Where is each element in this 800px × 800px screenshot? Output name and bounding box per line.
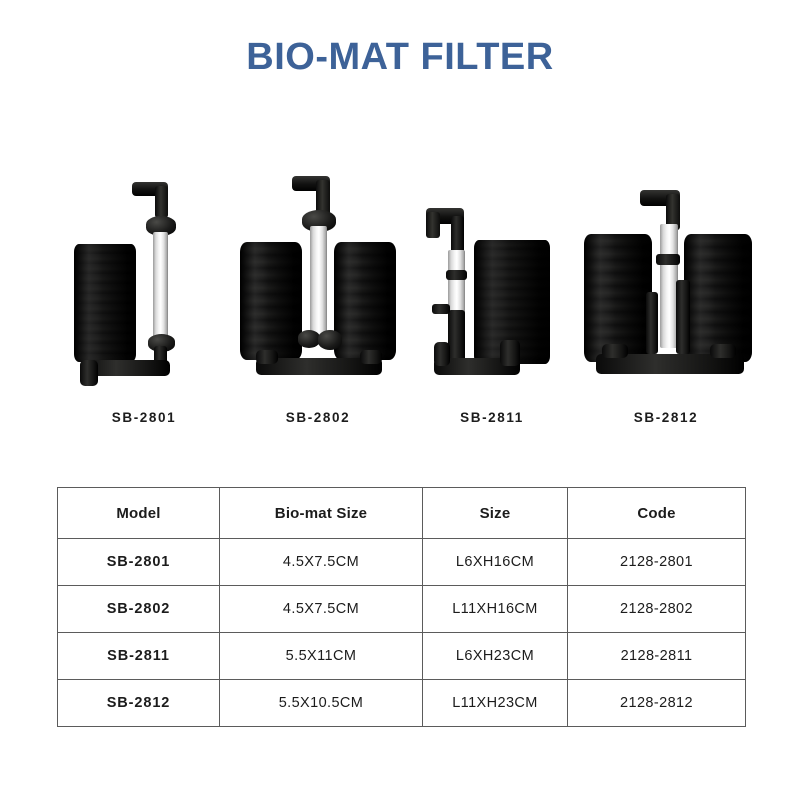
cell-code: 2128-2801 (567, 538, 746, 586)
base-bar-icon (434, 358, 520, 375)
table-header-row: Model Bio-mat Size Size Code (57, 487, 746, 539)
product-caption-sb-2801: SB-2801 (111, 410, 177, 425)
cell-model: SB-2802 (57, 585, 220, 633)
cell-size: L6XH23CM (422, 632, 568, 680)
tube-band-icon (656, 254, 680, 265)
cell-model: SB-2811 (57, 632, 220, 680)
product-photo-sb-2811 (408, 162, 576, 392)
outlet-elbow-riser-icon (155, 186, 168, 218)
cell-size: L6XH16CM (422, 538, 568, 586)
outlet-elbow-riser-icon (666, 194, 680, 230)
specification-table: Model Bio-mat Size Size Code SB-2801 4.5… (57, 487, 746, 727)
product-caption-sb-2802: SB-2802 (285, 410, 351, 425)
table-row: SB-2812 5.5X10.5CM L11XH23CM 2128-2812 (57, 679, 746, 727)
cell-code: 2128-2811 (567, 632, 746, 680)
product-caption-sb-2812: SB-2812 (633, 410, 699, 425)
cell-biomat-size: 5.5X11CM (219, 632, 423, 680)
product-card-sb-2802[interactable]: SB-2802 (234, 140, 402, 425)
base-foot-left-icon (602, 344, 628, 358)
product-caption-sb-2811: SB-2811 (460, 410, 524, 425)
column-header-biomat-size: Bio-mat Size (219, 487, 423, 539)
base-bar-icon (80, 360, 170, 376)
cell-size: L11XH23CM (422, 679, 568, 727)
product-photo-sb-2802 (234, 162, 402, 392)
side-nipple-icon (432, 304, 450, 314)
tube-collar-icon (146, 216, 176, 236)
riser-tube-icon (310, 226, 327, 342)
cell-code: 2128-2812 (567, 679, 746, 727)
down-pipe-icon (448, 310, 465, 368)
cell-code: 2128-2802 (567, 585, 746, 633)
tube-band-icon (446, 270, 467, 280)
sponge-cartridge-right-icon (334, 242, 396, 360)
product-card-sb-2812[interactable]: SB-2812 (582, 140, 752, 425)
outlet-elbow-riser-icon (426, 212, 440, 238)
table-row: SB-2801 4.5X7.5CM L6XH16CM 2128-2801 (57, 538, 746, 586)
product-gallery: SB-2801 SB-2802 (60, 140, 752, 425)
sponge-cartridge-left-icon (584, 234, 652, 362)
lower-joint-right-icon (318, 330, 342, 350)
product-photo-sb-2812 (582, 162, 752, 392)
base-foot-right-icon (360, 350, 382, 364)
product-photo-sb-2801 (60, 162, 228, 392)
strainer-stem-icon (646, 292, 658, 354)
column-header-code: Code (567, 487, 746, 539)
base-bridge-icon (256, 358, 382, 375)
cell-model: SB-2801 (57, 538, 220, 586)
sponge-cartridge-right-icon (684, 234, 752, 362)
base-bridge-icon (596, 354, 744, 374)
sponge-cartridge-icon (74, 244, 136, 362)
table-row: SB-2802 4.5X7.5CM L11XH16CM 2128-2802 (57, 585, 746, 633)
column-header-model: Model (57, 487, 220, 539)
cell-biomat-size: 4.5X7.5CM (219, 538, 423, 586)
sponge-cartridge-left-icon (240, 242, 302, 360)
outlet-elbow-riser-icon (316, 180, 330, 216)
sponge-stem-icon (500, 340, 520, 366)
product-card-sb-2801[interactable]: SB-2801 (60, 140, 228, 425)
base-foot-right-icon (710, 344, 736, 358)
page-title: BIO-MAT FILTER (246, 36, 554, 78)
base-foot-left-icon (256, 350, 278, 364)
cell-biomat-size: 4.5X7.5CM (219, 585, 423, 633)
riser-tube-icon (153, 232, 168, 340)
cell-biomat-size: 5.5X10.5CM (219, 679, 423, 727)
table-row: SB-2811 5.5X11CM L6XH23CM 2128-2811 (57, 632, 746, 680)
cell-size: L11XH16CM (422, 585, 568, 633)
elbow-downleg-icon (451, 216, 464, 256)
down-pipe-icon (676, 280, 690, 354)
cell-model: SB-2812 (57, 679, 220, 727)
product-card-sb-2811[interactable]: SB-2811 (408, 140, 576, 425)
base-foot-icon (80, 360, 98, 386)
base-foot-icon (434, 342, 450, 366)
lower-joint-left-icon (298, 330, 320, 348)
column-header-size: Size (422, 487, 568, 539)
